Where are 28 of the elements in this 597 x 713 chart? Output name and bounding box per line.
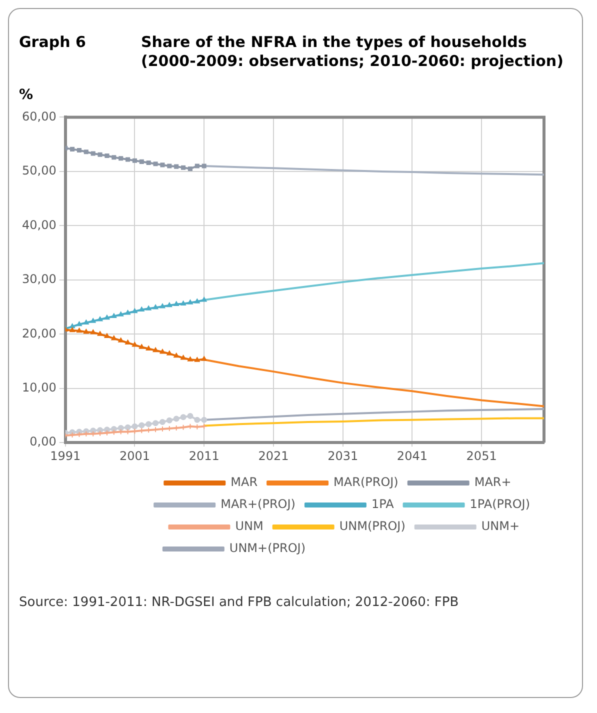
- x-tick-label: 2001: [119, 448, 150, 463]
- x-tick-label: 2031: [328, 448, 358, 463]
- legend-label: 1PA(PROJ): [470, 497, 530, 512]
- legend-label: UNM(PROJ): [339, 519, 406, 534]
- x-tick-label: 2021: [258, 448, 289, 463]
- legend-label: MAR+: [474, 475, 512, 490]
- y-tick-label: 60,00: [22, 109, 56, 124]
- y-tick-label: 40,00: [22, 218, 56, 232]
- chart-subtitle: Share of the NFRA in the types of households (2000-2009: observations; 2010-2060: projection): [141, 33, 564, 71]
- y-tick-label: 0,00: [30, 434, 56, 449]
- x-tick-label: 2011: [188, 448, 220, 463]
- y-tick-label: 20,00: [22, 326, 56, 340]
- legend-label: 1PA: [371, 497, 395, 512]
- legend-label: UNM: [235, 519, 264, 534]
- legend-label: MAR: [230, 475, 258, 490]
- legend-label: UNM+: [481, 519, 520, 534]
- x-tick-label: 2051: [466, 448, 497, 463]
- legend-label: MAR+(PROJ): [220, 497, 296, 512]
- x-tick-label: 1991: [50, 448, 81, 463]
- legend-label: MAR(PROJ): [334, 475, 398, 490]
- y-tick-label: 30,00: [22, 272, 56, 286]
- y-tick-label: 10,00: [22, 380, 56, 394]
- legend-label: UNM+(PROJ): [229, 541, 306, 556]
- y-axis-title: %: [19, 87, 34, 103]
- source-note: Source: 1991-2011: NR-DGSEI and FPB calculation; 2012-2060: FPB: [19, 595, 460, 610]
- chart-title: Graph 6: [19, 33, 87, 53]
- x-tick-label: 2041: [396, 448, 428, 463]
- y-tick-label: 50,00: [22, 164, 56, 178]
